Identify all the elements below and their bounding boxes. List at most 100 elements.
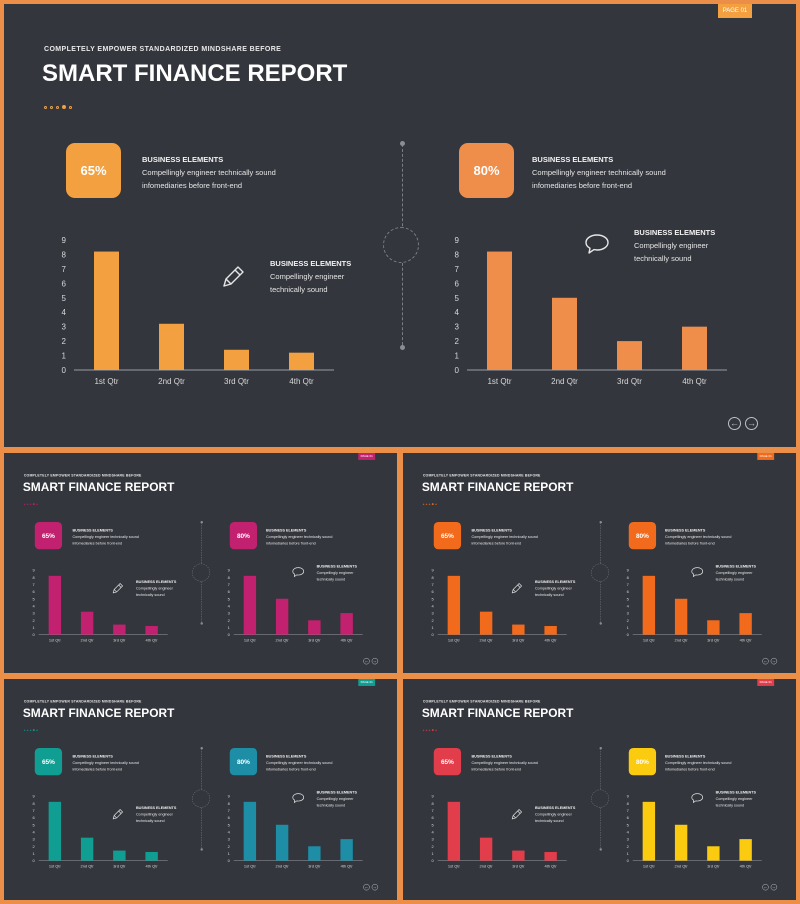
- y-tick-label: 8: [33, 575, 36, 580]
- divider-bottom-dot: [599, 622, 602, 625]
- left-description-heading: BUSINESS ELEMENTS: [142, 155, 224, 164]
- x-tick-label: 4th Qtr: [341, 864, 354, 869]
- progress-dot-active: [62, 105, 66, 109]
- left-description: BUSINESS ELEMENTS Compellingly engineer …: [471, 527, 545, 546]
- y-tick-label: 4: [33, 829, 36, 834]
- next-slide-button[interactable]: →: [371, 657, 379, 665]
- divider-bottom-dot: [400, 345, 405, 350]
- slide-red-yellow: PAGE 01 COMPLETELY EMPOWER STANDARDIZED …: [403, 679, 796, 900]
- page-tag: PAGE 01: [718, 4, 752, 18]
- left-description-text: Compellingly engineer technically sound …: [471, 760, 538, 772]
- x-tick-label: 4th Qtr: [545, 864, 558, 869]
- y-tick-label: 6: [432, 815, 435, 820]
- left-side-description-heading: BUSINESS ELEMENTS: [135, 805, 177, 810]
- progress-dot: [36, 503, 38, 506]
- next-slide-button[interactable]: →: [770, 883, 778, 891]
- progress-dot: [425, 503, 428, 506]
- page-title: SMART FINANCE REPORT: [42, 60, 348, 87]
- bar-chart-svg: 0 1 2 3 4 5 6 7 8 9 1st Qtr 2nd Qtr 3rd Qtr 4th Qtr: [627, 568, 762, 643]
- right-description: BUSINESS ELEMENTS Compellingly engineer …: [665, 527, 739, 546]
- y-tick-label: 1: [432, 851, 434, 856]
- y-tick-label: 9: [455, 236, 460, 245]
- y-tick-label: 9: [228, 568, 231, 573]
- y-tick-label: 1: [627, 851, 629, 856]
- y-tick-label: 5: [33, 596, 36, 601]
- progress-dots: [23, 503, 38, 506]
- y-tick-label: 8: [432, 575, 435, 580]
- y-tick-label: 1: [62, 352, 67, 361]
- bar-chart-svg: 0 1 2 3 4 5 6 7 8 9 1st Qtr 2nd Qtr 3rd Qtr 4th Qtr: [627, 794, 762, 869]
- next-slide-button[interactable]: →: [371, 883, 379, 891]
- y-tick-label: 9: [627, 568, 630, 573]
- y-tick-label: 2: [33, 618, 35, 623]
- progress-dot: [69, 106, 72, 109]
- bar: [512, 624, 525, 635]
- prev-slide-button[interactable]: ←: [762, 883, 769, 891]
- y-tick-label: 0: [455, 366, 460, 375]
- right-percent-badge: 80%: [229, 521, 258, 550]
- bar: [487, 251, 512, 370]
- progress-dot: [36, 729, 38, 732]
- bar: [340, 613, 353, 635]
- bar: [159, 323, 184, 370]
- right-description-text: Compellingly engineer technically sound …: [265, 760, 333, 772]
- y-tick-label: 1: [627, 625, 629, 630]
- page-title: SMART FINANCE REPORT: [22, 480, 175, 495]
- prev-slide-button[interactable]: ←: [728, 417, 741, 430]
- bar: [479, 837, 493, 861]
- prev-slide-button[interactable]: ←: [762, 657, 769, 665]
- y-tick-label: 8: [33, 801, 36, 806]
- right-percent-badge: 80%: [628, 747, 657, 776]
- left-side-description: BUSINESS ELEMENTS Compellingly engineer …: [535, 579, 590, 598]
- bar: [80, 837, 94, 861]
- right-description-text: Compellingly engineer technically sound …: [532, 168, 666, 190]
- y-tick-label: 2: [62, 337, 67, 346]
- bar: [642, 801, 656, 861]
- x-tick-label: 2nd Qtr: [158, 377, 185, 386]
- bar-chart-svg: 0 1 2 3 4 5 6 7 8 9 1st Qtr 2nd Qtr 3rd Qtr 4th Qtr: [228, 568, 363, 643]
- chat-bubble-icon: [691, 566, 704, 580]
- next-slide-button[interactable]: →: [745, 417, 758, 430]
- x-tick-label: 3rd Qtr: [308, 638, 321, 643]
- progress-dot: [422, 729, 425, 732]
- y-tick-label: 6: [627, 815, 630, 820]
- x-tick-label: 2nd Qtr: [480, 638, 494, 643]
- page-title: SMART FINANCE REPORT: [22, 706, 175, 721]
- slide-teal: PAGE 01 COMPLETELY EMPOWER STANDARDIZED …: [4, 679, 397, 900]
- x-tick-label: 4th Qtr: [682, 377, 707, 386]
- y-tick-label: 9: [62, 236, 67, 245]
- right-side-description-heading: BUSINESS ELEMENTS: [634, 228, 716, 237]
- y-tick-label: 6: [228, 589, 231, 594]
- page-title: SMART FINANCE REPORT: [421, 480, 574, 495]
- prev-slide-button[interactable]: ←: [363, 657, 370, 665]
- x-tick-label: 2nd Qtr: [675, 864, 689, 869]
- subtitle: COMPLETELY EMPOWER STANDARDIZED MINDSHAR…: [422, 473, 541, 478]
- left-bar-chart: 0 1 2 3 4 5 6 7 8 9 1st Qtr 2nd Qtr 3rd Qtr 4th Qtr: [428, 565, 572, 644]
- bar-chart-svg: 0 1 2 3 4 5 6 7 8 9 1st Qtr 2nd Qtr 3rd Qtr 4th Qtr: [432, 568, 567, 643]
- bar: [642, 575, 656, 635]
- left-description: BUSINESS ELEMENTS Compellingly engineer …: [142, 153, 292, 192]
- y-tick-label: 2: [455, 337, 460, 346]
- y-tick-label: 9: [33, 794, 36, 799]
- y-tick-label: 9: [627, 794, 630, 799]
- bar: [447, 575, 461, 635]
- right-side-description-text: Compellingly engineer technically sound: [715, 570, 753, 582]
- y-tick-label: 0: [228, 632, 231, 637]
- left-percent-badge: 65%: [433, 521, 462, 550]
- subtitle: COMPLETELY EMPOWER STANDARDIZED MINDSHAR…: [44, 46, 282, 53]
- bar: [243, 575, 257, 635]
- next-slide-button[interactable]: →: [770, 657, 778, 665]
- left-description-heading: BUSINESS ELEMENTS: [72, 753, 113, 759]
- y-tick-label: 4: [432, 829, 435, 834]
- prev-slide-button[interactable]: ←: [363, 883, 370, 891]
- x-tick-label: 4th Qtr: [146, 864, 159, 869]
- y-tick-label: 1: [455, 352, 460, 361]
- y-tick-label: 2: [228, 618, 230, 623]
- left-percent-badge: 65%: [34, 747, 63, 776]
- divider-circle: [591, 563, 609, 582]
- right-percent-badge: 80%: [459, 143, 514, 198]
- y-tick-label: 3: [627, 837, 630, 842]
- progress-dots: [422, 503, 437, 506]
- y-tick-label: 3: [228, 611, 231, 616]
- y-tick-label: 7: [455, 265, 460, 274]
